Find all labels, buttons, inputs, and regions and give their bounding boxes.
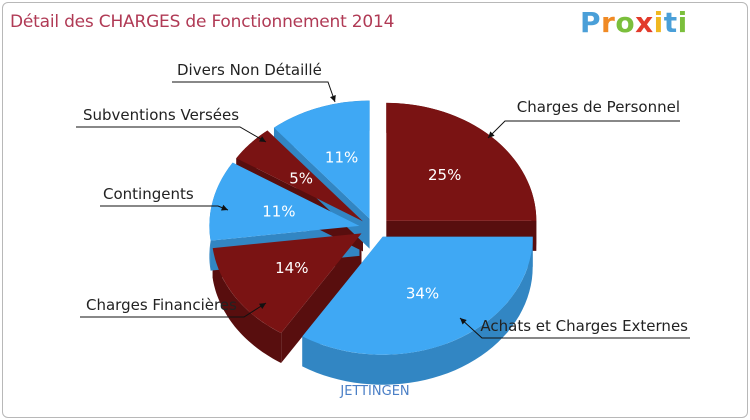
chart-subtitle: JETTINGEN: [340, 384, 410, 399]
slice-category-label: Charges de Personnel: [517, 98, 680, 116]
logo-letter: o: [615, 6, 636, 39]
leader-arrow: [221, 204, 228, 211]
slice: [302, 236, 533, 355]
leader-arrow: [330, 95, 336, 102]
leader-line: [80, 302, 267, 318]
slice-value-label: 34%: [406, 285, 439, 303]
leader-line: [100, 205, 229, 211]
logo-letter: i: [653, 6, 664, 39]
leader-arrow: [259, 136, 266, 142]
slice-value-label: 11%: [325, 149, 358, 167]
slice-side: [302, 236, 533, 385]
slice-value-label: 14%: [275, 259, 308, 277]
logo-letter: r: [601, 6, 616, 39]
leader-line: [459, 317, 690, 339]
logo-letter: i: [677, 6, 688, 39]
slice-value-label: 5%: [289, 170, 313, 188]
slice: [236, 130, 363, 222]
slice-value-label: 11%: [262, 203, 295, 221]
leader-line: [172, 81, 336, 103]
slice-labels: Charges de Personnel Achats et Charges Ex…: [76, 61, 690, 339]
slice-category-label: Achats et Charges Externes: [480, 317, 688, 335]
slice: [274, 100, 370, 219]
logo-letter: x: [635, 6, 654, 39]
slice-category-label: Contingents: [103, 185, 194, 203]
slice-side: [212, 248, 282, 363]
slice-value-label: 25%: [428, 166, 461, 184]
leader-line: [487, 120, 680, 139]
slice: [386, 102, 537, 221]
leader-arrow: [488, 131, 495, 138]
slice-wall: [281, 233, 362, 363]
slice: [209, 162, 360, 241]
slice-category-label: Subventions Versées: [83, 106, 239, 124]
slice-category-label: Divers Non Détaillé: [177, 61, 322, 79]
proxiti-logo: Proxiti: [580, 6, 688, 39]
logo-letter: t: [663, 6, 678, 39]
chart-title: Détail des CHARGES de Fonctionnement 201…: [10, 12, 395, 32]
pie-tops: 25% 34% 14% 11% 5% 11%: [209, 100, 537, 355]
slice: [212, 233, 362, 333]
leader-line: [76, 126, 267, 143]
leader-arrow: [259, 303, 266, 309]
logo-letter: P: [580, 6, 602, 39]
slice-category-label: Charges Financières: [86, 296, 237, 314]
leader-arrow: [460, 318, 467, 325]
